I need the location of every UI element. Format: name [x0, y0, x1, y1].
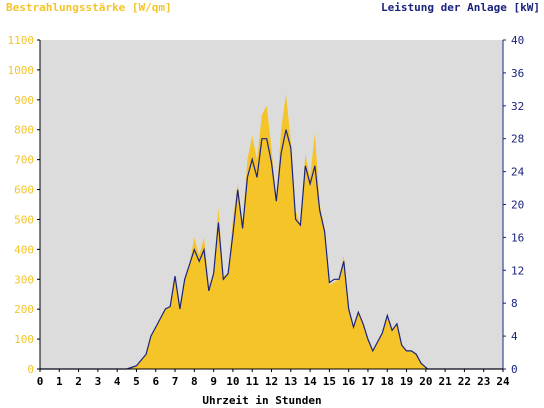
- x-tick-label: 23: [477, 375, 490, 388]
- left-tick-label: 200: [14, 303, 34, 316]
- x-tick-label: 21: [439, 375, 453, 388]
- left-tick-label: 500: [14, 213, 34, 226]
- right-tick-label: 12: [511, 264, 524, 277]
- x-tick-label: 20: [419, 375, 432, 388]
- right-tick-label: 32: [511, 100, 524, 113]
- right-tick-label: 24: [511, 166, 525, 179]
- right-tick-label: 36: [511, 67, 524, 80]
- x-tick-label: 5: [133, 375, 140, 388]
- right-tick-label: 16: [511, 231, 524, 244]
- x-axis-label: Uhrzeit in Stunden: [202, 394, 321, 407]
- left-tick-label: 700: [14, 154, 34, 167]
- x-tick-label: 18: [381, 375, 394, 388]
- left-tick-label: 100: [14, 333, 34, 346]
- x-tick-label: 12: [265, 375, 278, 388]
- left-tick-label: 300: [14, 273, 34, 286]
- right-tick-label: 20: [511, 199, 524, 212]
- x-tick-label: 3: [95, 375, 102, 388]
- right-tick-label: 40: [511, 34, 524, 47]
- x-tick-label: 7: [172, 375, 179, 388]
- x-tick-label: 8: [191, 375, 198, 388]
- x-tick-label: 15: [323, 375, 336, 388]
- right-tick-label: 4: [511, 330, 518, 343]
- x-tick-label: 17: [361, 375, 374, 388]
- left-tick-label: 1100: [8, 34, 35, 47]
- x-tick-label: 1: [56, 375, 63, 388]
- x-tick-label: 11: [246, 375, 260, 388]
- left-tick-label: 900: [14, 94, 34, 107]
- left-tick-label: 0: [27, 363, 34, 376]
- x-tick-label: 4: [114, 375, 121, 388]
- x-tick-label: 24: [496, 375, 510, 388]
- x-tick-label: 9: [210, 375, 217, 388]
- irradiance-area: [40, 93, 503, 370]
- right-axis-title: Leistung der Anlage [kW]: [381, 1, 540, 14]
- x-tick-label: 0: [37, 375, 44, 388]
- left-tick-label: 600: [14, 184, 34, 197]
- x-tick-label: 22: [458, 375, 471, 388]
- x-tick-label: 16: [342, 375, 356, 388]
- power-line: [40, 129, 503, 370]
- series-layer: [40, 93, 503, 370]
- right-tick-label: 8: [511, 297, 518, 310]
- left-tick-label: 800: [14, 124, 34, 137]
- x-tick-label: 10: [226, 375, 239, 388]
- right-tick-label: 0: [511, 363, 518, 376]
- x-tick-label: 19: [400, 375, 413, 388]
- x-tick-label: 2: [75, 375, 82, 388]
- x-tick-label: 14: [303, 375, 317, 388]
- x-tick-label: 6: [152, 375, 159, 388]
- left-axis-title: Bestrahlungsstärke [W/qm]: [6, 1, 172, 14]
- x-tick-label: 13: [284, 375, 297, 388]
- left-tick-label: 1000: [8, 64, 35, 77]
- right-tick-label: 28: [511, 133, 524, 146]
- axes-layer: 0100200300400500600700800900100011000481…: [8, 34, 525, 388]
- left-tick-label: 400: [14, 243, 34, 256]
